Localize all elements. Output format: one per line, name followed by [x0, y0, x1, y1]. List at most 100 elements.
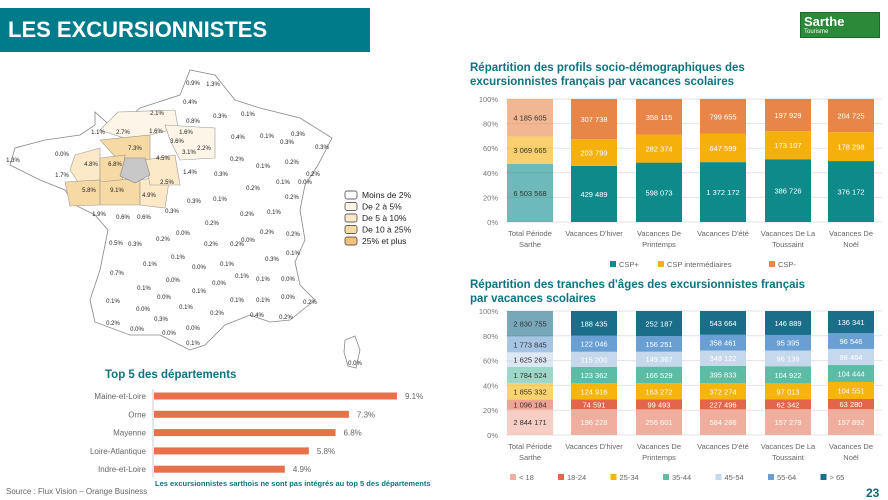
- bar-segment: [828, 333, 874, 349]
- legend-swatch: [344, 236, 358, 246]
- bar-segment: [765, 350, 811, 367]
- bar-segment: [636, 366, 682, 384]
- map-label: 0.2%: [286, 232, 300, 238]
- bar-segment: [828, 99, 874, 133]
- legend-swatch: [510, 474, 516, 480]
- y-tick-label: 100%: [479, 95, 499, 104]
- y-tick-label: 40%: [483, 169, 498, 178]
- map-label: 1.4%: [183, 170, 197, 176]
- data-label: 386 726: [774, 187, 801, 196]
- bar-segment: [507, 382, 553, 400]
- bar-segment: [828, 161, 874, 222]
- data-label: 197 929: [774, 111, 801, 120]
- map-label: 0.2%: [205, 221, 219, 227]
- bar-segment: [828, 364, 874, 382]
- map-label: 0.2%: [246, 186, 260, 192]
- data-label: 98 464: [840, 353, 863, 362]
- map-label: 4.8%: [84, 162, 98, 168]
- map-label: 5.8%: [82, 188, 96, 194]
- data-label: 3 069 665: [513, 146, 546, 155]
- map-label: 1.3%: [206, 82, 220, 88]
- y-tick-label: 0%: [487, 218, 498, 227]
- legend-swatch: [344, 225, 358, 234]
- legend-label: 25-34: [620, 473, 639, 480]
- top5-chart: Maine-et-Loire 9.1% Orne 7.3% Mayenne 6.8% Loi…: [90, 389, 423, 477]
- bar-segment: [700, 399, 746, 410]
- data-label: 9.1%: [405, 392, 423, 401]
- bar: [154, 465, 285, 473]
- bar-segment: [700, 311, 746, 335]
- legend-label: De 5 à 10%: [362, 213, 407, 223]
- bar-segment: [507, 336, 553, 353]
- category-label: Maine-et-Loire: [94, 392, 146, 401]
- map-label: 0.2%: [285, 195, 299, 201]
- department-highlight: [144, 154, 181, 186]
- map-label: 7.3%: [128, 146, 142, 152]
- data-label: 4 185 605: [513, 114, 546, 123]
- bar-segment: [507, 99, 553, 137]
- bar-segment: [700, 334, 746, 351]
- bar-segment: [636, 336, 682, 352]
- map-label: 1.6%: [149, 129, 163, 135]
- map-label: 0.0%: [157, 295, 171, 301]
- category-label: Noël: [843, 240, 859, 249]
- data-label: 358 461: [709, 339, 736, 348]
- map-label: 0.0%: [130, 327, 144, 333]
- data-label: 6.8%: [344, 429, 362, 438]
- map-label: 2.5%: [160, 180, 174, 186]
- data-label: 122 046: [580, 340, 607, 349]
- legend-swatch: [769, 261, 775, 267]
- map-label: 0.3%: [165, 209, 179, 215]
- map-label: 0.1%: [241, 112, 255, 118]
- data-label: 252 187: [645, 320, 672, 329]
- data-label: 178 298: [837, 143, 864, 152]
- legend-swatch: [344, 190, 358, 200]
- map-label: 0.1%: [220, 262, 234, 268]
- bar-segment: [636, 134, 682, 163]
- map-label: 0.3%: [315, 145, 329, 151]
- bar-segment: [507, 352, 553, 367]
- bar-segment: [571, 399, 617, 410]
- y-tick-label: 80%: [483, 332, 498, 341]
- legend-label: CSP intermédiaires: [667, 260, 732, 269]
- data-label: 136 341: [837, 318, 864, 327]
- data-label: 203 799: [580, 149, 607, 158]
- map-label: 0.1%: [179, 305, 193, 311]
- bar-segment: [571, 409, 617, 435]
- legend-label: 35-44: [672, 473, 691, 480]
- bar-segment: [828, 409, 874, 435]
- map-label: 0.8%: [186, 119, 200, 125]
- data-label: 166 529: [645, 371, 672, 380]
- page-number: 23: [866, 486, 880, 500]
- legend-swatch: [820, 474, 827, 480]
- map-label: 4.5%: [156, 156, 170, 162]
- map-label: 0.2%: [106, 321, 120, 327]
- bar-segment: [507, 409, 553, 435]
- map-label: 0.1%: [213, 197, 227, 203]
- map-label: 1.6%: [179, 130, 193, 136]
- data-label: 282 374: [645, 145, 672, 154]
- bar-segment: [507, 136, 553, 164]
- map-label: 0.0%: [162, 331, 176, 337]
- bar-segment: [765, 399, 811, 410]
- data-label: 1 773 845: [513, 340, 546, 349]
- data-label: 6 503 568: [513, 189, 546, 198]
- y-tick-label: 80%: [483, 120, 498, 129]
- data-label: 584 286: [709, 418, 736, 427]
- data-label: 104 551: [837, 386, 864, 395]
- category-label: Loire-Atlantique: [90, 447, 147, 456]
- bar-segment: [636, 383, 682, 400]
- data-label: 372 274: [709, 387, 736, 396]
- bar-segment: [507, 399, 553, 410]
- map-label: 0.6%: [137, 215, 151, 221]
- bar-segment: [765, 131, 811, 160]
- map-label: 0.2%: [285, 160, 299, 166]
- page-title: LES EXCURSIONNISTES FRANÇAIS: [8, 17, 268, 86]
- legend-label: CSP-: [778, 260, 796, 269]
- legend-label: CSP+: [619, 260, 639, 269]
- map-label: 0.0%: [192, 265, 206, 271]
- map-label: 0.2%: [303, 300, 317, 306]
- data-label: 348 122: [709, 354, 736, 363]
- legend-label: 25% et plus: [362, 236, 406, 246]
- bar-segment: [571, 335, 617, 352]
